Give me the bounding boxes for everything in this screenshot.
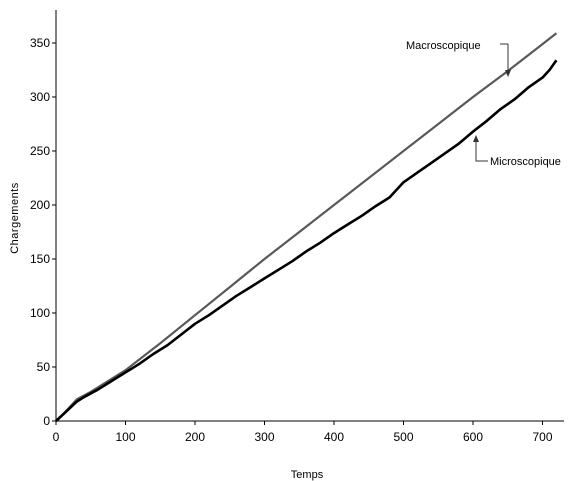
y-tick-label: 50 bbox=[37, 360, 51, 374]
y-tick-label: 350 bbox=[30, 36, 50, 50]
y-tick-label: 100 bbox=[30, 306, 50, 320]
y-tick-label: 250 bbox=[30, 144, 50, 158]
series-line-microscopique bbox=[55, 59, 558, 422]
y-axis-title: Chargements bbox=[9, 182, 21, 254]
x-axis-title: Temps bbox=[291, 469, 324, 481]
x-tick-label: 500 bbox=[393, 430, 413, 444]
y-tick-label: 0 bbox=[43, 414, 50, 428]
x-tick-label: 300 bbox=[254, 430, 274, 444]
microscopique-leader-line bbox=[475, 140, 488, 162]
x-tick-label: 400 bbox=[324, 430, 344, 444]
series-line-macroscopique bbox=[55, 32, 558, 422]
series-layer bbox=[55, 32, 558, 422]
annotation-layer: Macroscopique Microscopique bbox=[406, 40, 561, 168]
microscopique-arrowhead bbox=[473, 135, 479, 142]
x-tick-label: 100 bbox=[115, 430, 135, 444]
macroscopique-label: Macroscopique bbox=[406, 40, 481, 52]
microscopique-label: Microscopique bbox=[490, 156, 561, 168]
y-tick-label: 300 bbox=[30, 90, 50, 104]
x-tick-label: 0 bbox=[53, 430, 60, 444]
x-tick-label: 600 bbox=[463, 430, 483, 444]
x-tick-label: 200 bbox=[185, 430, 205, 444]
macroscopique-arrowhead bbox=[505, 70, 511, 77]
y-tick-label: 150 bbox=[30, 252, 50, 266]
axes-layer bbox=[55, 10, 564, 422]
ticks-layer: 0 50 100 150 200 250 300 350 0 100 200 300 400 500 600… bbox=[30, 36, 553, 444]
y-tick-label: 200 bbox=[30, 198, 50, 212]
x-tick-label: 700 bbox=[532, 430, 552, 444]
